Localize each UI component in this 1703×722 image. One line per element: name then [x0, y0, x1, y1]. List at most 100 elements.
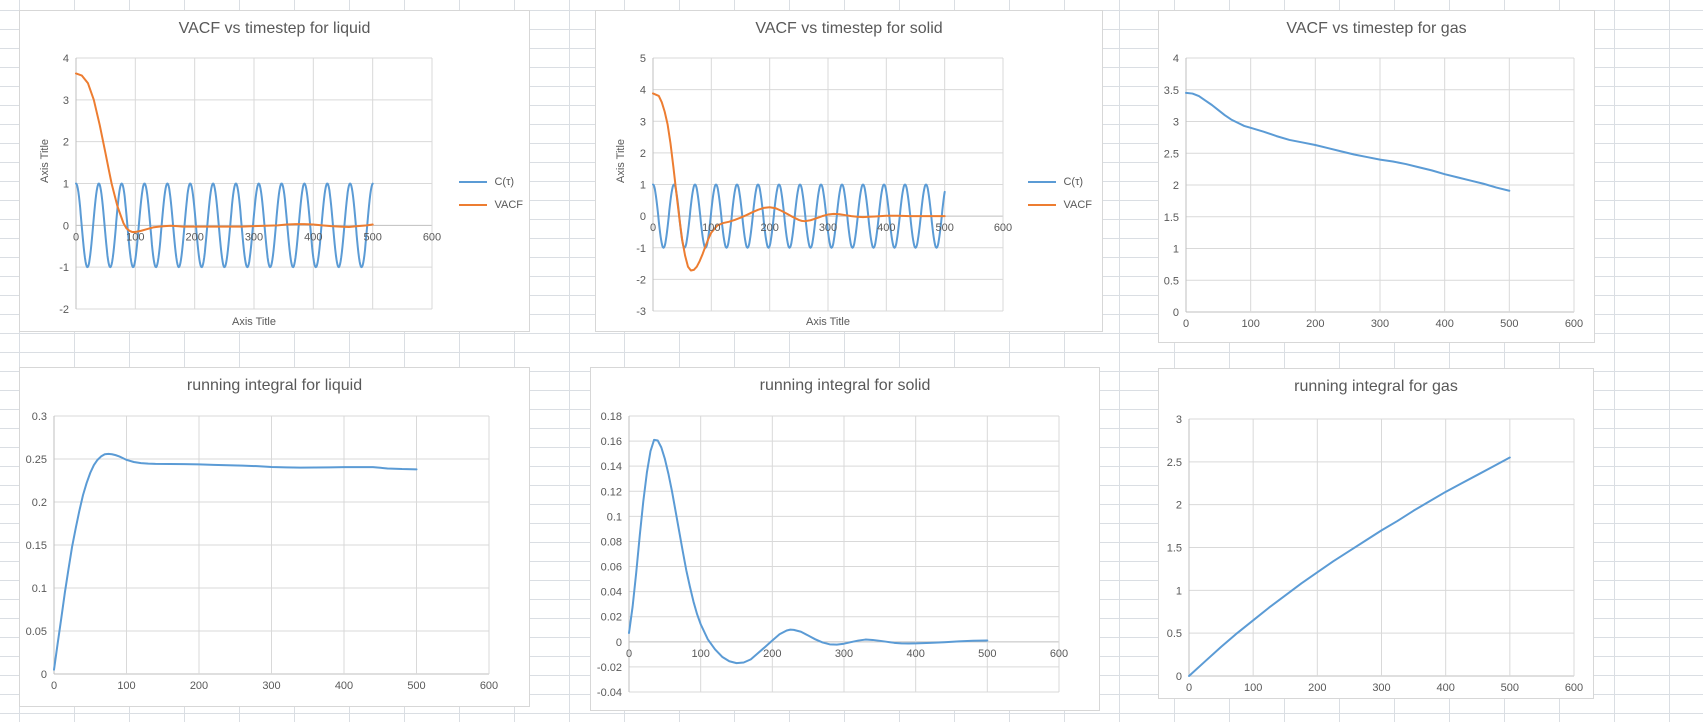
svg-text:3: 3: [1173, 117, 1179, 129]
svg-text:100: 100: [126, 231, 144, 243]
plot-area-svg: -3 -2 -1 0 1 2 3 4 5 0 100 200 300 400 500 600: [636, 53, 1012, 318]
svg-text:0.12: 0.12: [601, 486, 622, 498]
svg-text:4: 4: [640, 85, 646, 97]
svg-text:300: 300: [1371, 318, 1389, 330]
svg-text:600: 600: [423, 231, 441, 243]
svg-text:4: 4: [1173, 53, 1179, 65]
svg-text:0: 0: [650, 222, 656, 234]
plot-area-svg: -0.04 -0.02 0 0.02 0.04 0.06 0.08 0.1 0.12 0.14 0.…: [597, 411, 1068, 699]
svg-text:400: 400: [1435, 318, 1453, 330]
svg-text:500: 500: [935, 222, 953, 234]
svg-text:500: 500: [1501, 682, 1519, 694]
legend-label: VACF: [1063, 199, 1092, 211]
svg-text:2: 2: [1176, 500, 1182, 512]
chart-title: running integral for gas: [1294, 378, 1458, 395]
chart-title: VACF vs timestep for gas: [1286, 20, 1467, 37]
svg-text:500: 500: [978, 648, 996, 660]
svg-text:500: 500: [363, 231, 381, 243]
chart-integral-liquid[interactable]: running integral for liquid 0 0.05 0.1 0.15…: [19, 367, 530, 707]
svg-text:200: 200: [1308, 682, 1326, 694]
legend-label: VACF: [494, 199, 523, 211]
legend-line-swatch: [1028, 181, 1057, 183]
svg-text:400: 400: [877, 222, 895, 234]
svg-text:0.3: 0.3: [32, 411, 47, 423]
svg-text:300: 300: [819, 222, 837, 234]
svg-text:1.5: 1.5: [1167, 543, 1182, 555]
svg-text:600: 600: [1565, 682, 1583, 694]
svg-text:300: 300: [835, 648, 853, 660]
plot-area-svg: 0 0.5 1 1.5 2 2.5 3 0 100 200 300 400 500 600: [1167, 414, 1583, 694]
plot-area-svg: -2 -1 0 1 2 3 4 0 100 200 300 400 500 600: [59, 53, 441, 316]
svg-text:1.5: 1.5: [1164, 212, 1179, 224]
legend-line-swatch: [1028, 204, 1057, 206]
svg-text:0.1: 0.1: [607, 511, 622, 523]
legend: C(τ) VACF: [1028, 176, 1092, 211]
svg-text:2.5: 2.5: [1167, 457, 1182, 469]
svg-text:0.14: 0.14: [601, 461, 622, 473]
svg-text:0.04: 0.04: [601, 587, 622, 599]
legend-label: C(τ): [494, 176, 515, 188]
svg-text:100: 100: [1244, 682, 1262, 694]
svg-text:0.25: 0.25: [26, 454, 47, 466]
svg-text:0: 0: [1173, 307, 1179, 319]
svg-text:1: 1: [1176, 585, 1182, 597]
svg-text:300: 300: [245, 231, 263, 243]
svg-text:0.08: 0.08: [601, 536, 622, 548]
svg-text:1: 1: [1173, 244, 1179, 256]
svg-text:0.06: 0.06: [601, 562, 622, 574]
svg-text:100: 100: [1241, 318, 1259, 330]
svg-text:600: 600: [1565, 318, 1583, 330]
svg-text:600: 600: [994, 222, 1012, 234]
svg-text:400: 400: [304, 231, 322, 243]
svg-text:-2: -2: [636, 274, 646, 286]
svg-text:0.18: 0.18: [601, 411, 622, 423]
svg-text:-2: -2: [59, 304, 69, 316]
chart-integral-gas[interactable]: running integral for gas 0 0.5 1 1.5 2 2.5 3 0 1…: [1158, 368, 1594, 699]
chart-vacf-gas[interactable]: VACF vs timestep for gas 0 0.5 1 1.5 2 2.5 3 3.…: [1158, 10, 1595, 343]
svg-text:0.5: 0.5: [1167, 628, 1182, 640]
chart-title: running integral for liquid: [186, 377, 363, 394]
legend-item: VACF: [459, 199, 523, 211]
svg-text:2: 2: [640, 148, 646, 160]
legend-line-swatch: [459, 204, 488, 206]
svg-text:200: 200: [185, 231, 203, 243]
svg-text:0: 0: [626, 648, 632, 660]
svg-text:0: 0: [41, 669, 47, 681]
svg-text:400: 400: [1436, 682, 1454, 694]
svg-text:200: 200: [1306, 318, 1324, 330]
svg-text:3.5: 3.5: [1164, 85, 1179, 97]
svg-text:0: 0: [1186, 682, 1192, 694]
svg-text:500: 500: [1500, 318, 1518, 330]
svg-text:0: 0: [1183, 318, 1189, 330]
svg-text:0.2: 0.2: [32, 497, 47, 509]
svg-text:2: 2: [1173, 180, 1179, 192]
x-axis-title: Axis Title: [231, 316, 276, 328]
svg-text:200: 200: [760, 222, 778, 234]
chart-vacf-solid[interactable]: VACF vs timestep for solid Axis Title -3…: [595, 10, 1103, 332]
svg-text:300: 300: [262, 680, 280, 692]
svg-text:0.05: 0.05: [26, 626, 47, 638]
svg-text:300: 300: [1372, 682, 1390, 694]
chart-vacf-liquid[interactable]: VACF vs timestep for liquid Axis Title -…: [19, 10, 530, 332]
svg-text:0: 0: [640, 211, 646, 223]
legend-item: C(τ): [459, 176, 523, 188]
chart-integral-solid[interactable]: running integral for solid -0.04 -0.02 0 0.…: [590, 367, 1100, 711]
svg-text:0.1: 0.1: [32, 583, 47, 595]
legend-item: C(τ): [1028, 176, 1092, 188]
svg-text:500: 500: [407, 680, 425, 692]
plot-area-svg: 0 0.5 1 1.5 2 2.5 3 3.5 4 0 100 200 300 400 500 600: [1164, 53, 1583, 330]
svg-text:600: 600: [480, 680, 498, 692]
svg-text:0.16: 0.16: [601, 436, 622, 448]
svg-text:0.15: 0.15: [26, 540, 47, 552]
svg-text:100: 100: [117, 680, 135, 692]
chart-title: VACF vs timestep for liquid: [178, 20, 371, 37]
svg-text:1: 1: [640, 180, 646, 192]
svg-text:0: 0: [1176, 671, 1182, 683]
svg-text:2.5: 2.5: [1164, 148, 1179, 160]
svg-text:3: 3: [1176, 414, 1182, 426]
chart-title: VACF vs timestep for solid: [755, 20, 943, 37]
svg-text:2: 2: [63, 137, 69, 149]
chart-title: running integral for solid: [759, 377, 931, 394]
svg-text:200: 200: [763, 648, 781, 660]
